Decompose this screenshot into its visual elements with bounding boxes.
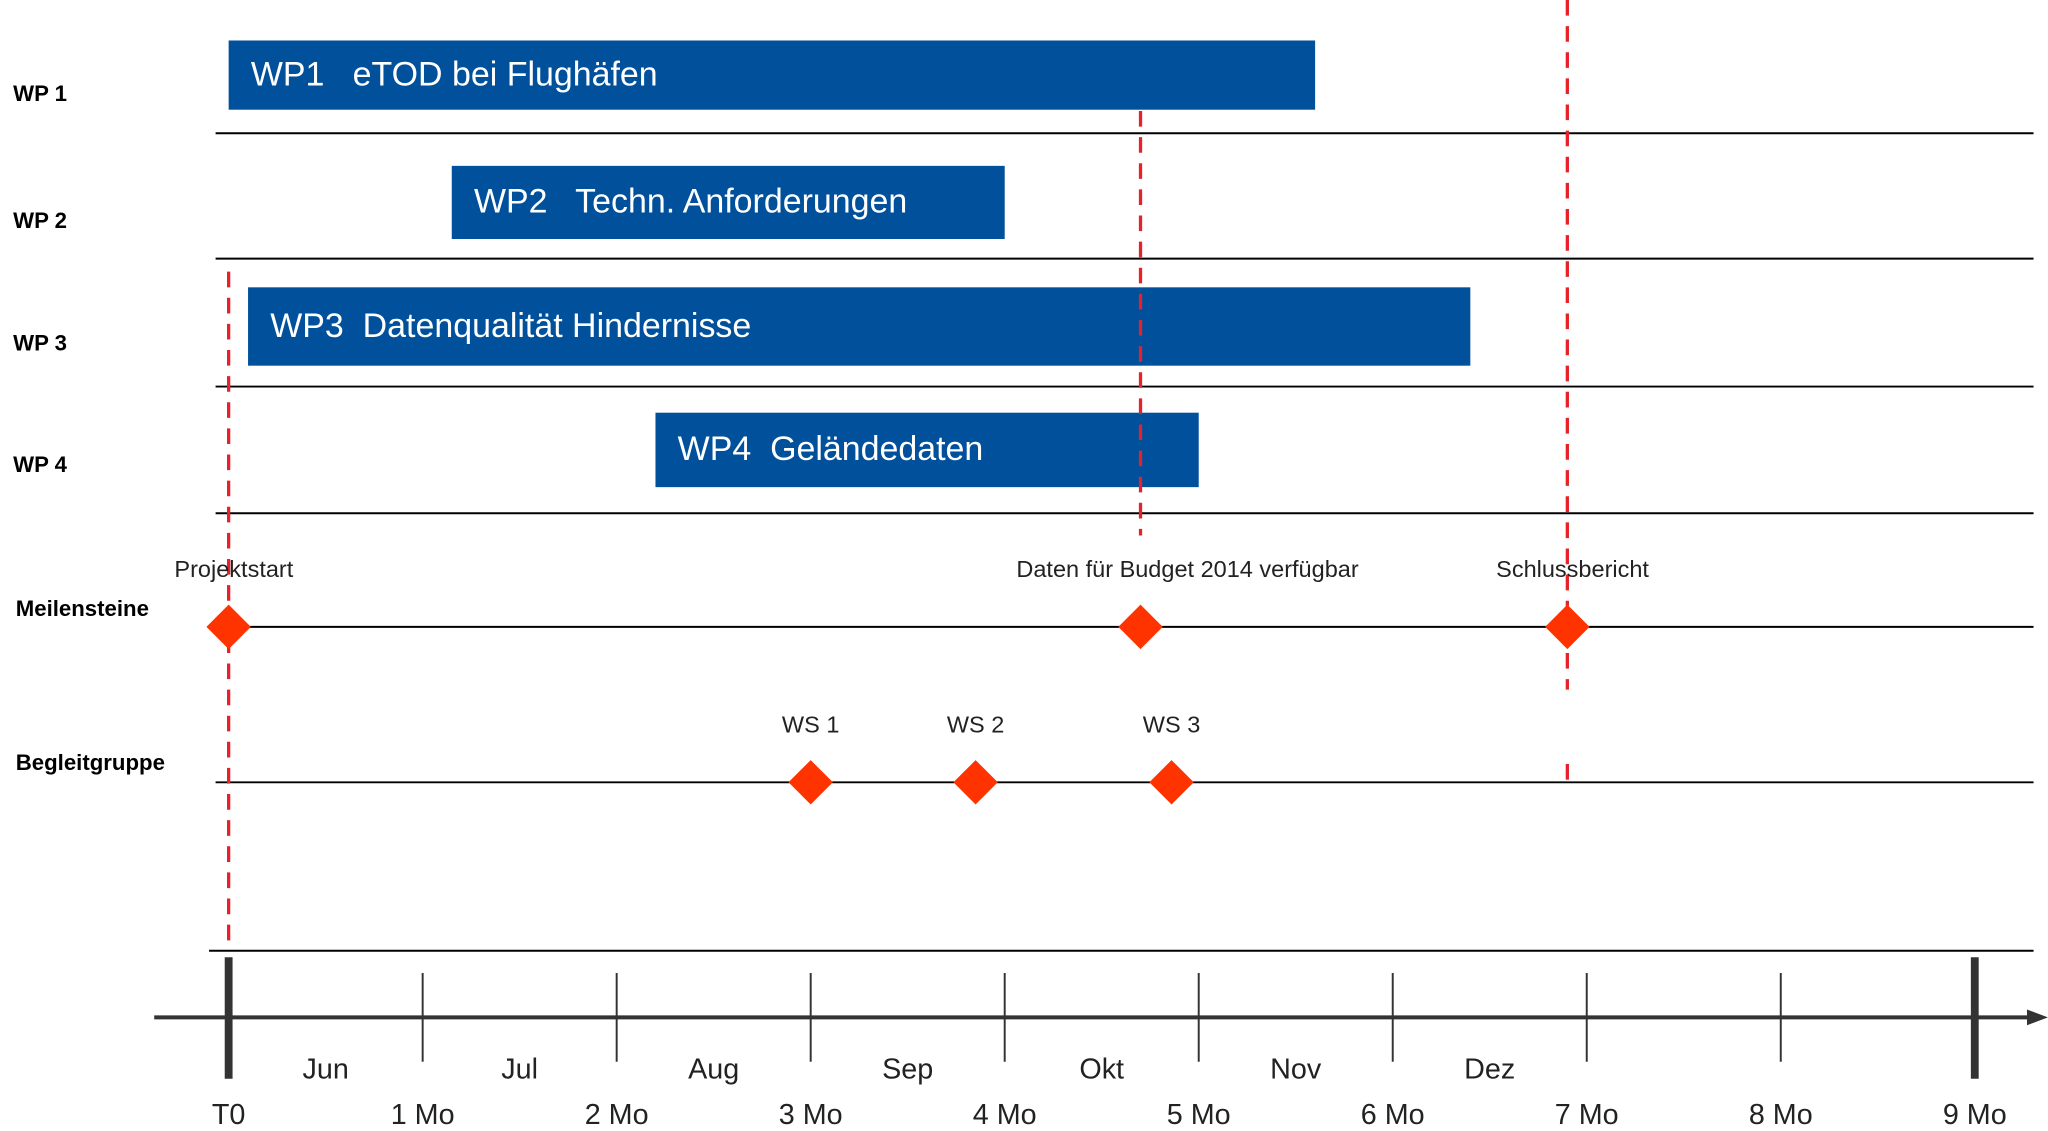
- milestone-marker: [206, 604, 251, 650]
- month-label: Dez: [1464, 1054, 1515, 1086]
- month-label: Jun: [302, 1054, 348, 1086]
- month-label: Aug: [688, 1054, 739, 1086]
- workshop-marker: [788, 760, 833, 805]
- workshop-label: WS 3: [1143, 711, 1200, 737]
- x-tick-label: 4 Mo: [973, 1099, 1037, 1131]
- row-label: WP 2: [13, 208, 67, 233]
- task-label: WP3 Datenqualität Hindernisse: [270, 307, 751, 345]
- task-label: WP1 eTOD bei Flughäfen: [251, 55, 658, 93]
- workshop-marker: [953, 760, 998, 805]
- x-tick-label: 2 Mo: [585, 1099, 649, 1131]
- month-label: Okt: [1079, 1054, 1124, 1086]
- x-tick-label: 1 Mo: [391, 1099, 455, 1131]
- x-tick-label: 6 Mo: [1361, 1099, 1425, 1131]
- axis-arrow: [2027, 1009, 2048, 1026]
- workshop-label: WS 2: [947, 711, 1004, 737]
- milestone-label: Projektstart: [174, 556, 293, 582]
- x-tick-label: 3 Mo: [779, 1099, 843, 1131]
- row-label: WP 4: [13, 452, 68, 477]
- row-label: Meilensteine: [16, 596, 149, 621]
- task-bar: [228, 40, 1316, 110]
- x-tick-label: 8 Mo: [1749, 1099, 1813, 1131]
- row-label: WP 3: [13, 331, 67, 356]
- month-label: Jul: [501, 1054, 538, 1086]
- x-tick-label: T0: [212, 1099, 246, 1131]
- task-bar: [248, 287, 1471, 366]
- milestone-label: Schlussbericht: [1496, 556, 1649, 582]
- month-label: Sep: [882, 1054, 933, 1086]
- month-label: Nov: [1270, 1054, 1322, 1086]
- milestone-marker: [1545, 604, 1590, 650]
- x-tick-label: 5 Mo: [1167, 1099, 1231, 1131]
- task-label: WP4 Geländedaten: [678, 430, 984, 468]
- milestone-marker: [1118, 604, 1163, 650]
- task-bar: [655, 412, 1199, 488]
- x-tick-label: 7 Mo: [1555, 1099, 1619, 1131]
- row-label: Begleitgruppe: [16, 750, 165, 775]
- workshop-marker: [1149, 760, 1194, 805]
- milestone-label: Daten für Budget 2014 verfügbar: [1016, 556, 1358, 582]
- row-label: WP 1: [13, 81, 67, 106]
- x-tick-label: 9 Mo: [1943, 1099, 2007, 1131]
- task-label: WP2 Techn. Anforderungen: [474, 183, 907, 221]
- task-bar: [451, 165, 1005, 239]
- workshop-label: WS 1: [782, 711, 839, 737]
